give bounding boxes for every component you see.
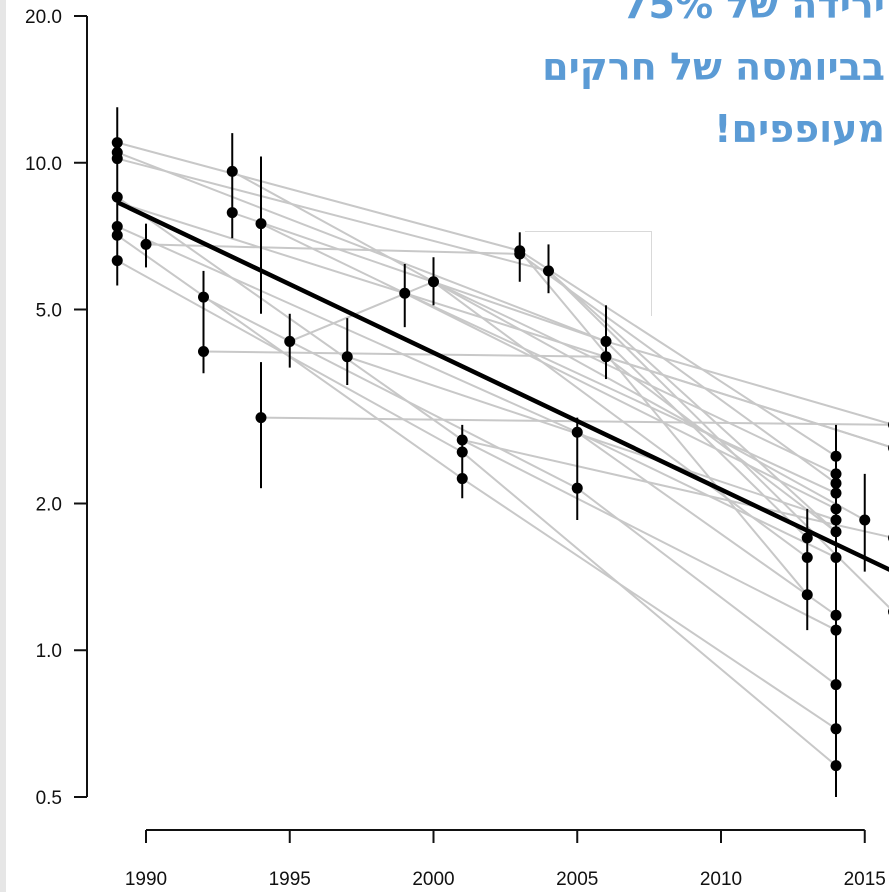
site-line-0 xyxy=(116,141,837,458)
data-point-36 xyxy=(830,514,842,526)
y-tick-label-2: 2.0 xyxy=(36,494,62,515)
data-point-2 xyxy=(111,153,123,165)
site-line-19 xyxy=(518,250,809,596)
data-point-20 xyxy=(456,473,468,485)
data-point-43 xyxy=(830,760,842,772)
data-point-6 xyxy=(111,255,123,267)
data-point-35 xyxy=(830,503,842,515)
data-point-5 xyxy=(111,229,123,241)
x-tick-label-3: 2005 xyxy=(556,869,598,890)
data-point-15 xyxy=(341,351,353,363)
data-point-42 xyxy=(830,723,842,735)
data-point-19 xyxy=(456,446,468,458)
data-point-25 xyxy=(571,482,583,494)
site-line-2 xyxy=(116,157,837,533)
headline-overlay: ירידה של 75% בביומסה של חרקים מעופפים! xyxy=(542,0,885,160)
data-point-13 xyxy=(255,412,267,424)
data-point-8 xyxy=(198,291,209,303)
data-point-9 xyxy=(198,346,209,358)
trend-line xyxy=(116,200,889,572)
x-tick-label-5: 2015 xyxy=(844,869,886,890)
data-point-30 xyxy=(801,589,813,601)
data-point-34 xyxy=(830,487,842,499)
headline-line-2: בביומסה של חרקים xyxy=(542,45,885,89)
y-tick-label-4: 10.0 xyxy=(25,154,62,175)
y-tick-label-5: 20.0 xyxy=(25,7,62,28)
data-point-24 xyxy=(571,426,583,438)
data-point-31 xyxy=(830,450,842,462)
data-point-4 xyxy=(111,221,123,233)
data-point-38 xyxy=(830,551,842,563)
data-point-18 xyxy=(456,434,468,446)
x-axis: 1990 1995 2000 2005 2010 2015 xyxy=(125,829,886,890)
x-tick-label-1: 1995 xyxy=(269,869,311,890)
faint-box-edge xyxy=(651,232,652,316)
data-point-7 xyxy=(140,238,152,250)
site-line-22 xyxy=(605,355,837,533)
data-point-37 xyxy=(830,526,842,538)
trend-line-group xyxy=(116,200,889,572)
y-tick-label-1: 1.0 xyxy=(36,641,62,662)
faint-box-top xyxy=(525,231,652,232)
site-line-10 xyxy=(231,170,837,475)
data-point-33 xyxy=(830,477,842,489)
site-line-23 xyxy=(116,201,889,448)
data-point-26 xyxy=(600,335,612,347)
x-tick-label-4: 2010 xyxy=(700,869,742,890)
data-point-39 xyxy=(830,609,842,621)
data-point-29 xyxy=(801,551,813,563)
left-edge-strip xyxy=(0,0,6,892)
data-point-23 xyxy=(543,265,554,277)
data-point-32 xyxy=(830,468,842,480)
x-tick-label-0: 1990 xyxy=(125,869,167,890)
y-tick-label-0: 0.5 xyxy=(36,788,62,809)
headline-line-1: ירידה של 75% xyxy=(622,0,885,27)
data-point-22 xyxy=(514,248,526,260)
data-points xyxy=(111,137,889,772)
data-point-11 xyxy=(226,207,238,219)
site-line-16 xyxy=(404,292,837,495)
data-point-10 xyxy=(226,165,238,177)
y-axis: 0.5 1.0 2.0 5.0 10.0 20.0 xyxy=(25,7,88,809)
data-point-14 xyxy=(284,335,296,347)
site-line-17 xyxy=(433,280,866,521)
data-point-40 xyxy=(830,624,842,636)
data-point-3 xyxy=(111,191,123,203)
y-tick-label-3: 5.0 xyxy=(36,301,62,322)
data-point-12 xyxy=(255,218,267,230)
site-line-3 xyxy=(116,196,837,631)
data-point-27 xyxy=(600,351,612,363)
site-line-21 xyxy=(576,431,837,559)
data-point-41 xyxy=(830,679,842,691)
data-point-17 xyxy=(428,276,439,288)
data-point-0 xyxy=(111,137,123,149)
site-line-6 xyxy=(116,259,837,767)
data-point-28 xyxy=(801,532,813,544)
data-point-16 xyxy=(399,287,411,299)
x-tick-label-2: 2000 xyxy=(412,869,454,890)
headline-line-3: מעופפים! xyxy=(714,107,885,151)
data-point-44 xyxy=(859,514,871,526)
